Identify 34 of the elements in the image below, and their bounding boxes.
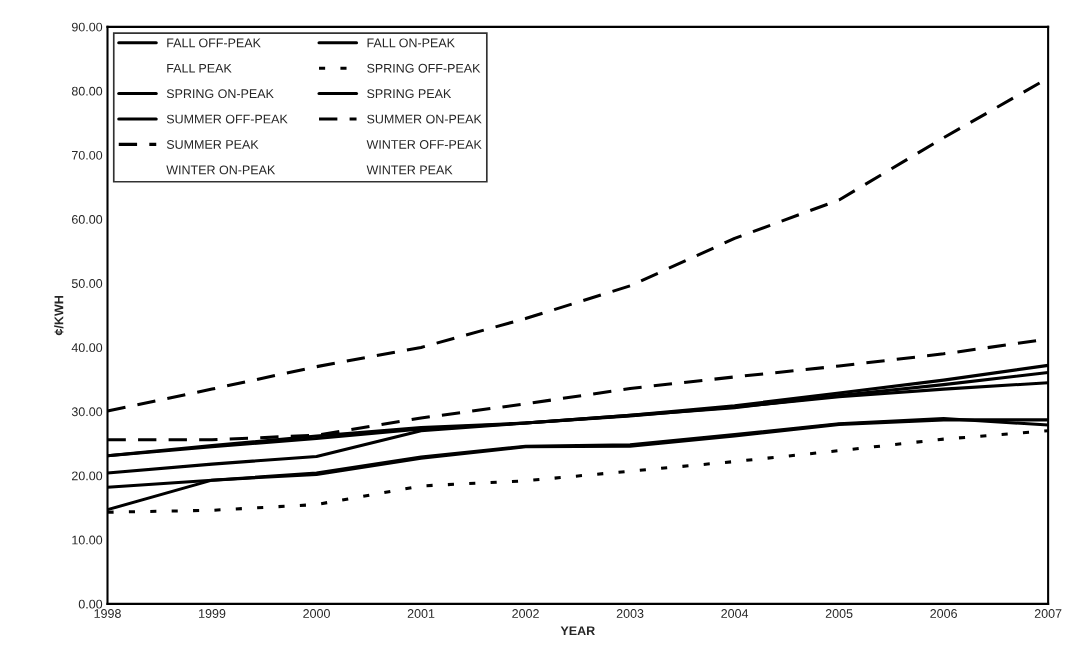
y-tick-label: 30.00	[71, 407, 103, 417]
y-tick-label: 50.00	[71, 279, 103, 288]
x-tick-label: 2006	[930, 609, 957, 618]
text: WINTER OFF-PEAK	[366, 140, 482, 149]
y-tick-label: 80.00	[71, 86, 103, 96]
x-tick-label: 2000	[303, 609, 330, 618]
x-tick-label: 2005	[825, 609, 853, 618]
y-axis-title: ¢/KWH	[54, 296, 64, 336]
legend-label: FALL ON-PEAK	[367, 38, 455, 48]
x-tick-label: 1999	[199, 609, 226, 618]
x-tick-label: 2002	[512, 609, 539, 618]
y-tick-label: 70.00	[72, 150, 103, 160]
x-tick-label: 2003	[616, 609, 644, 618]
y-tick-label: 40.00	[71, 343, 103, 353]
text: FALL PEAK	[167, 63, 232, 73]
y-tick-label: 0.00	[78, 599, 103, 609]
legend-label: SPRING ON-PEAK	[166, 89, 274, 99]
x-tick-label: 2007	[1034, 609, 1062, 618]
text: WINTER ON-PEAK	[166, 165, 276, 175]
y-tick-label: 90.00	[71, 22, 103, 32]
legend-label: SPRING PEAK	[367, 89, 452, 99]
legend-label: SUMMER ON-PEAK	[367, 114, 482, 124]
y-tick-label: 10.00	[72, 535, 103, 545]
y-tick-label: 60.00	[72, 214, 103, 224]
x-axis-title: YEAR	[560, 626, 595, 636]
legend-label: SUMMER PEAK	[166, 140, 259, 149]
text: WINTER PEAK	[366, 165, 453, 175]
x-tick-label: 2001	[407, 609, 435, 618]
x-tick-label: 1998	[94, 609, 121, 618]
legend-label: SUMMER OFF-PEAK	[166, 114, 288, 124]
legend-label: FALL OFF-PEAK	[167, 38, 261, 48]
y-tick-label: 20.00	[71, 471, 103, 481]
legend-label: SPRING OFF-PEAK	[367, 63, 481, 73]
x-tick-label: 2004	[721, 609, 749, 618]
